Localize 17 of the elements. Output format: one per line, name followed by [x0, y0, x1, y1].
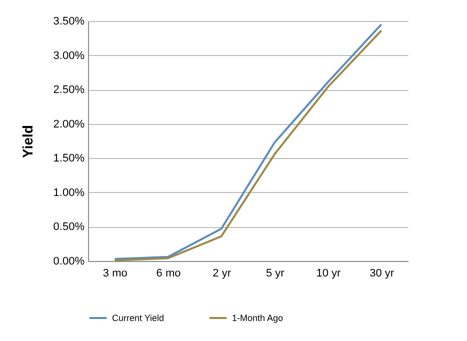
x-tick-label: 6 mo — [156, 268, 181, 280]
y-axis-title: Yield — [19, 125, 36, 158]
x-tick-label: 30 yr — [370, 268, 394, 280]
y-tick-label: 1.00% — [53, 186, 85, 199]
legend-label: Current Yield — [112, 313, 164, 323]
x-tick-label: 3 mo — [102, 268, 128, 280]
y-tick-label: 3.00% — [53, 50, 85, 62]
x-tick-label: 2 yr — [212, 268, 232, 280]
y-tick-label: 3.50% — [53, 16, 85, 28]
y-tick-label: 0.50% — [53, 221, 85, 234]
legend-label: 1-Month Ago — [232, 313, 284, 323]
x-tick-label: 5 yr — [266, 268, 285, 280]
y-tick-label: 2.00% — [53, 118, 85, 130]
y-tick-label: 1.50% — [53, 152, 85, 165]
y-tick-label: 2.50% — [53, 84, 85, 96]
x-tick-label: 10 yr — [316, 268, 342, 280]
y-tick-label: 0.00% — [53, 256, 85, 268]
